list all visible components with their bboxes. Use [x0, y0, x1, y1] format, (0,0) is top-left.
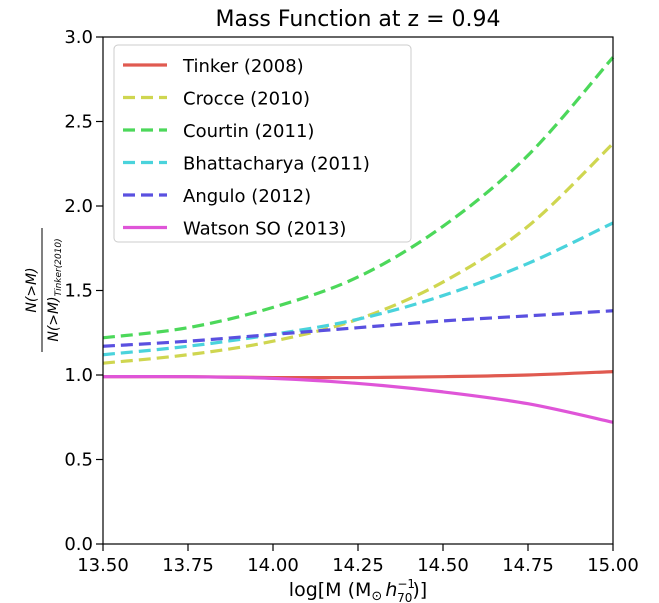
y-tick-label: 0.0: [64, 534, 93, 555]
legend: Tinker (2008) Crocce (2010) Courtin (2011)…: [113, 44, 412, 243]
legend-label: Watson SO (2013): [183, 219, 346, 240]
y-tick-label: 1.5: [64, 281, 93, 302]
series-line-5: [102, 309, 614, 348]
x-tick-label: 14.75: [502, 555, 554, 576]
x-tick-label: 14.00: [247, 555, 299, 576]
legend-label: Crocce (2010): [183, 89, 310, 110]
y-tick-label: 3.0: [64, 27, 93, 48]
series-line-4: [102, 221, 614, 357]
y-tick-label: 2.0: [64, 196, 93, 217]
x-tick-label: 13.75: [162, 555, 214, 576]
y-label-numerator: N(>M): [24, 267, 40, 312]
y-tick-label: 1.0: [64, 365, 93, 386]
series-layer: [102, 56, 615, 424]
x-tick-label: 14.50: [417, 555, 469, 576]
x-ticks: 13.50 13.75 14.00 14.25 14.50 14.75 15.00: [77, 544, 639, 576]
y-ticks: 0.0 0.5 1.0 1.5 2.0 2.5 3.0: [64, 27, 103, 555]
y-tick-label: 2.5: [64, 112, 93, 133]
plot-frame: [102, 36, 614, 545]
legend-box: [113, 44, 412, 243]
x-tick-label: 13.50: [77, 555, 129, 576]
legend-entries: Tinker (2008) Crocce (2010) Courtin (2011)…: [123, 56, 370, 240]
x-tick-label: 14.25: [332, 555, 384, 576]
legend-label: Tinker (2008): [182, 56, 304, 77]
legend-label: Angulo (2012): [183, 186, 311, 207]
y-axis-label: N(>M) N(>M)Tinker(2010): [24, 228, 64, 352]
legend-label: Courtin (2011): [183, 121, 314, 142]
y-tick-label: 0.5: [64, 450, 93, 471]
series-line-6: [102, 374, 614, 424]
series-line-3: [102, 56, 615, 340]
y-label-denominator: N(>M)Tinker(2010): [46, 238, 64, 341]
x-tick-label: 15.00: [587, 555, 639, 576]
chart-title: Mass Function at z = 0.94: [215, 7, 500, 32]
legend-label: Bhattacharya (2011): [183, 154, 370, 175]
x-axis-label: log[M (M⊙ h−1 70)]: [289, 577, 427, 603]
